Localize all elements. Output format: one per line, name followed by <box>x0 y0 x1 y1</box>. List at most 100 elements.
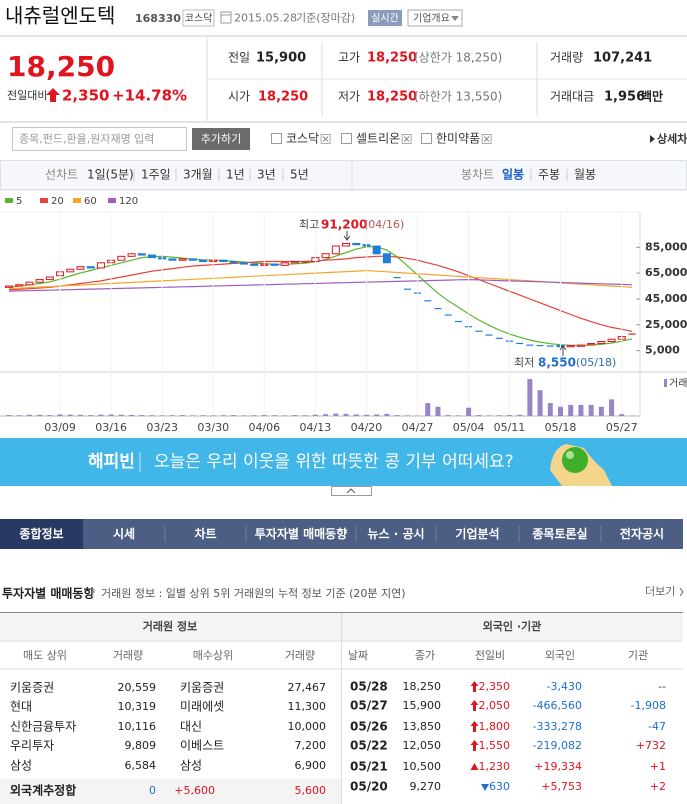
add-button[interactable] <box>192 128 250 150</box>
nav-item[interactable]: 기업분석 <box>455 526 499 541</box>
search-input[interactable] <box>12 127 187 151</box>
table-title: 거래원 정보 <box>143 619 197 633</box>
current-price: 18,250 <box>7 50 115 83</box>
row-date: 05/20 <box>350 780 388 794</box>
row-close: 9,270 <box>410 780 442 793</box>
volume-bar <box>180 415 186 416</box>
checkbox[interactable] <box>421 133 432 144</box>
broker-volume: 20,559 <box>118 681 157 694</box>
volume-bar <box>609 399 615 416</box>
period-tab[interactable]: 1일(5분) <box>87 168 134 182</box>
y-tick-label: 45,000 <box>645 292 687 305</box>
row-close: 13,850 <box>403 720 442 733</box>
nav-item[interactable]: 전자공시 <box>620 526 664 541</box>
legend-label: 60 <box>84 196 97 207</box>
volume-bar <box>47 415 53 416</box>
volume-bar <box>200 415 206 416</box>
row-institution: -1,908 <box>631 699 666 712</box>
candle <box>331 245 340 255</box>
period-tab[interactable]: 1년 <box>226 168 245 182</box>
period-tab[interactable]: 3년 <box>257 168 276 182</box>
row-institution: -- <box>658 680 666 693</box>
period-tab[interactable]: 1주일 <box>141 168 171 182</box>
period-tab[interactable]: 5년 <box>290 168 309 182</box>
nav-item[interactable]: 투자자별 매매동향 <box>255 526 348 541</box>
volume-bar <box>466 407 472 416</box>
volume-bar <box>98 414 104 416</box>
realtime-label[interactable]: 실시간 <box>371 13 399 25</box>
broker-name: 키움증권 <box>180 681 224 695</box>
volume-bar <box>241 415 247 416</box>
nav-item[interactable]: 차트 <box>194 526 216 541</box>
broker-volume: 6,584 <box>125 759 157 772</box>
overview-button[interactable] <box>407 9 463 27</box>
volume-bar <box>231 415 237 416</box>
overview-label[interactable]: 기업개요 <box>413 12 450 25</box>
high-arrow <box>343 231 351 241</box>
volume-bar <box>210 415 216 416</box>
compare-label[interactable]: 셀트리온 <box>356 132 400 146</box>
candle <box>229 261 238 264</box>
period-tab[interactable]: 월봉 <box>574 168 596 182</box>
row-change: 630 <box>489 780 510 793</box>
volume-bar <box>312 414 318 416</box>
candle <box>372 245 381 255</box>
down-icon <box>481 784 489 791</box>
period-tab[interactable]: 3개월 <box>183 168 213 182</box>
change-value: 2,350 <box>62 87 109 105</box>
volume-bar <box>302 415 308 416</box>
volume-bar <box>598 406 604 416</box>
low-label: 최저 <box>514 356 534 369</box>
compare-label[interactable]: 한미약품 <box>436 131 480 146</box>
broker-volume: 6,900 <box>295 759 327 772</box>
nav-active[interactable] <box>0 519 83 549</box>
volume-bar <box>261 415 267 416</box>
volume-bar <box>251 415 257 416</box>
banner-message[interactable]: 오늘은 우리 이웃을 위한 따뜻한 콩 기부 어떠세요? <box>154 452 514 472</box>
add-button-label[interactable]: 추가하기 <box>201 132 241 146</box>
nav-item[interactable]: 종목토론실 <box>532 526 587 541</box>
row-change: 1,550 <box>479 739 511 752</box>
realtime-badge[interactable] <box>368 10 402 26</box>
candle <box>495 337 503 339</box>
limit-up-icon <box>470 740 479 751</box>
broker-name: 이베스트 <box>180 739 224 753</box>
volume-bar <box>67 414 73 416</box>
collapse-toggle[interactable] <box>331 486 372 496</box>
volume-bar <box>333 413 339 416</box>
volume-bar <box>108 414 114 416</box>
candle <box>597 341 606 344</box>
row-foreign: -333,278 <box>533 720 582 733</box>
compare-label[interactable]: 코스닥 <box>286 132 319 146</box>
nav-item[interactable]: 종합정보 <box>19 526 63 541</box>
detail-link[interactable]: 상세차트 <box>657 132 687 146</box>
volume-bar <box>149 415 155 416</box>
row-date: 05/28 <box>350 680 388 694</box>
volume-bar <box>272 415 278 416</box>
y-tick-label: 85,000 <box>645 240 687 253</box>
nav-item[interactable]: 뉴스 · 공시 <box>367 527 424 541</box>
search-placeholder[interactable]: 종목,펀드,환율,원자재명 입력 <box>19 133 154 146</box>
row-foreign: -3,430 <box>547 680 582 693</box>
broker-volume: 10,116 <box>118 720 157 733</box>
banner-brand[interactable]: 해피빈 <box>88 452 135 472</box>
more-link[interactable]: 더보기 <box>645 585 675 598</box>
candle <box>66 268 75 273</box>
candle <box>35 279 44 283</box>
x-tick-label: 05/27 <box>606 421 638 434</box>
volume-bar <box>547 403 553 416</box>
candle <box>607 338 616 343</box>
volume-bar <box>129 414 135 416</box>
checkbox[interactable] <box>271 133 282 144</box>
checkbox[interactable] <box>341 133 352 144</box>
nav-item[interactable]: 시세 <box>113 526 135 541</box>
up-icon <box>470 763 479 770</box>
period-tab[interactable]: 일봉 <box>502 168 524 182</box>
low-value: 8,550 <box>538 356 576 370</box>
row-foreign: -219,082 <box>533 739 582 752</box>
remove-icon <box>403 136 410 142</box>
period-tab[interactable]: 주봉 <box>538 168 560 182</box>
candle <box>516 342 524 345</box>
legend-swatch <box>108 198 116 203</box>
